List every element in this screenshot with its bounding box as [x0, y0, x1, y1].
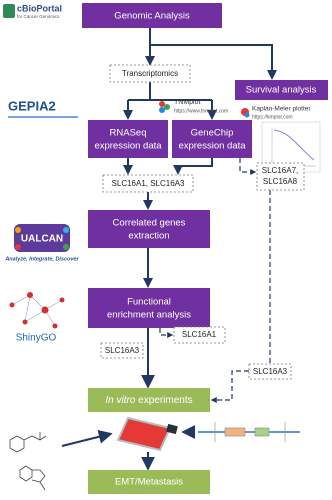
- chemical-structures: [9, 432, 47, 491]
- dashed-box: [173, 326, 226, 344]
- connectors: [61, 28, 277, 471]
- dashed-box: [248, 363, 292, 380]
- logo-name: ShinyGO: [16, 333, 57, 344]
- logo-name: TNMplot: [174, 99, 201, 106]
- node-label: Survival analysis: [246, 85, 317, 96]
- node-box: [88, 470, 210, 494]
- logo-name: GEPIA2: [8, 98, 56, 113]
- dashed-box: [256, 162, 305, 191]
- gene-label: SLC16A1, SLC16A3: [112, 179, 185, 188]
- node-label: Correlated genes: [113, 218, 186, 229]
- node-label: Genomic Analysis: [114, 11, 190, 22]
- node-label: RNASeq: [110, 128, 147, 139]
- logo-name: Kaplan-Meier plotter: [252, 106, 311, 113]
- gene-label: SLC16A7,: [262, 166, 298, 175]
- shinygo-logo: ShinyGO: [9, 292, 65, 344]
- logo-name: UALCAN: [21, 234, 63, 245]
- node-label: expression data: [178, 141, 246, 152]
- node-box: [88, 288, 210, 328]
- node-box: [172, 120, 252, 158]
- node-label: In vitro experiments: [105, 395, 192, 406]
- node-box: [82, 3, 222, 28]
- node-label: EMT/Metastasis: [115, 477, 183, 488]
- node-label: enrichment analysis: [107, 310, 191, 321]
- node-box: [88, 210, 210, 248]
- vector-map: [198, 422, 300, 442]
- node-label: GeneChip: [191, 128, 234, 139]
- gene-label: SLC16A1: [182, 330, 217, 339]
- node-label-rest: experiments: [138, 395, 192, 406]
- node-label: extraction: [128, 231, 169, 242]
- logo-tagline: Analyze, Integrate, Discover: [4, 256, 79, 262]
- node-box: [235, 80, 328, 100]
- logo-url: https://kmplot.com: [252, 114, 293, 120]
- tnmplot-logo: TNMplot https://www.tnmplot.com: [159, 99, 228, 114]
- dashed-box: [102, 174, 194, 193]
- flask-icon: [116, 416, 178, 452]
- dashed-box: [109, 64, 191, 83]
- logo-url: https://www.tnmplot.com: [174, 108, 228, 114]
- gene-label: SLC16A3: [253, 367, 288, 376]
- kmplotter-logo: Kaplan-Meier plotter https://kmplot.com: [241, 106, 321, 173]
- logo-tagline: for Cancer Genomics: [17, 14, 60, 19]
- cbioportal-logo: cBioPortal for Cancer Genomics: [3, 3, 62, 19]
- node-box: [88, 388, 210, 412]
- node-box: [88, 120, 168, 158]
- gene-label: SLC16A3: [105, 346, 140, 355]
- node-label: expression data: [94, 141, 162, 152]
- gene-label: SLC16A8: [263, 177, 298, 186]
- node-label: Functional: [127, 297, 171, 308]
- node-label-italic: In vitro: [105, 395, 135, 406]
- ualcan-logo: UALCAN Analyze, Integrate, Discover: [4, 224, 80, 262]
- gepia-logo: GEPIA2: [8, 98, 78, 118]
- node-label: Transcriptomics: [122, 69, 178, 78]
- dashed-box: [100, 342, 144, 359]
- logo-name: cBioPortal: [17, 3, 62, 13]
